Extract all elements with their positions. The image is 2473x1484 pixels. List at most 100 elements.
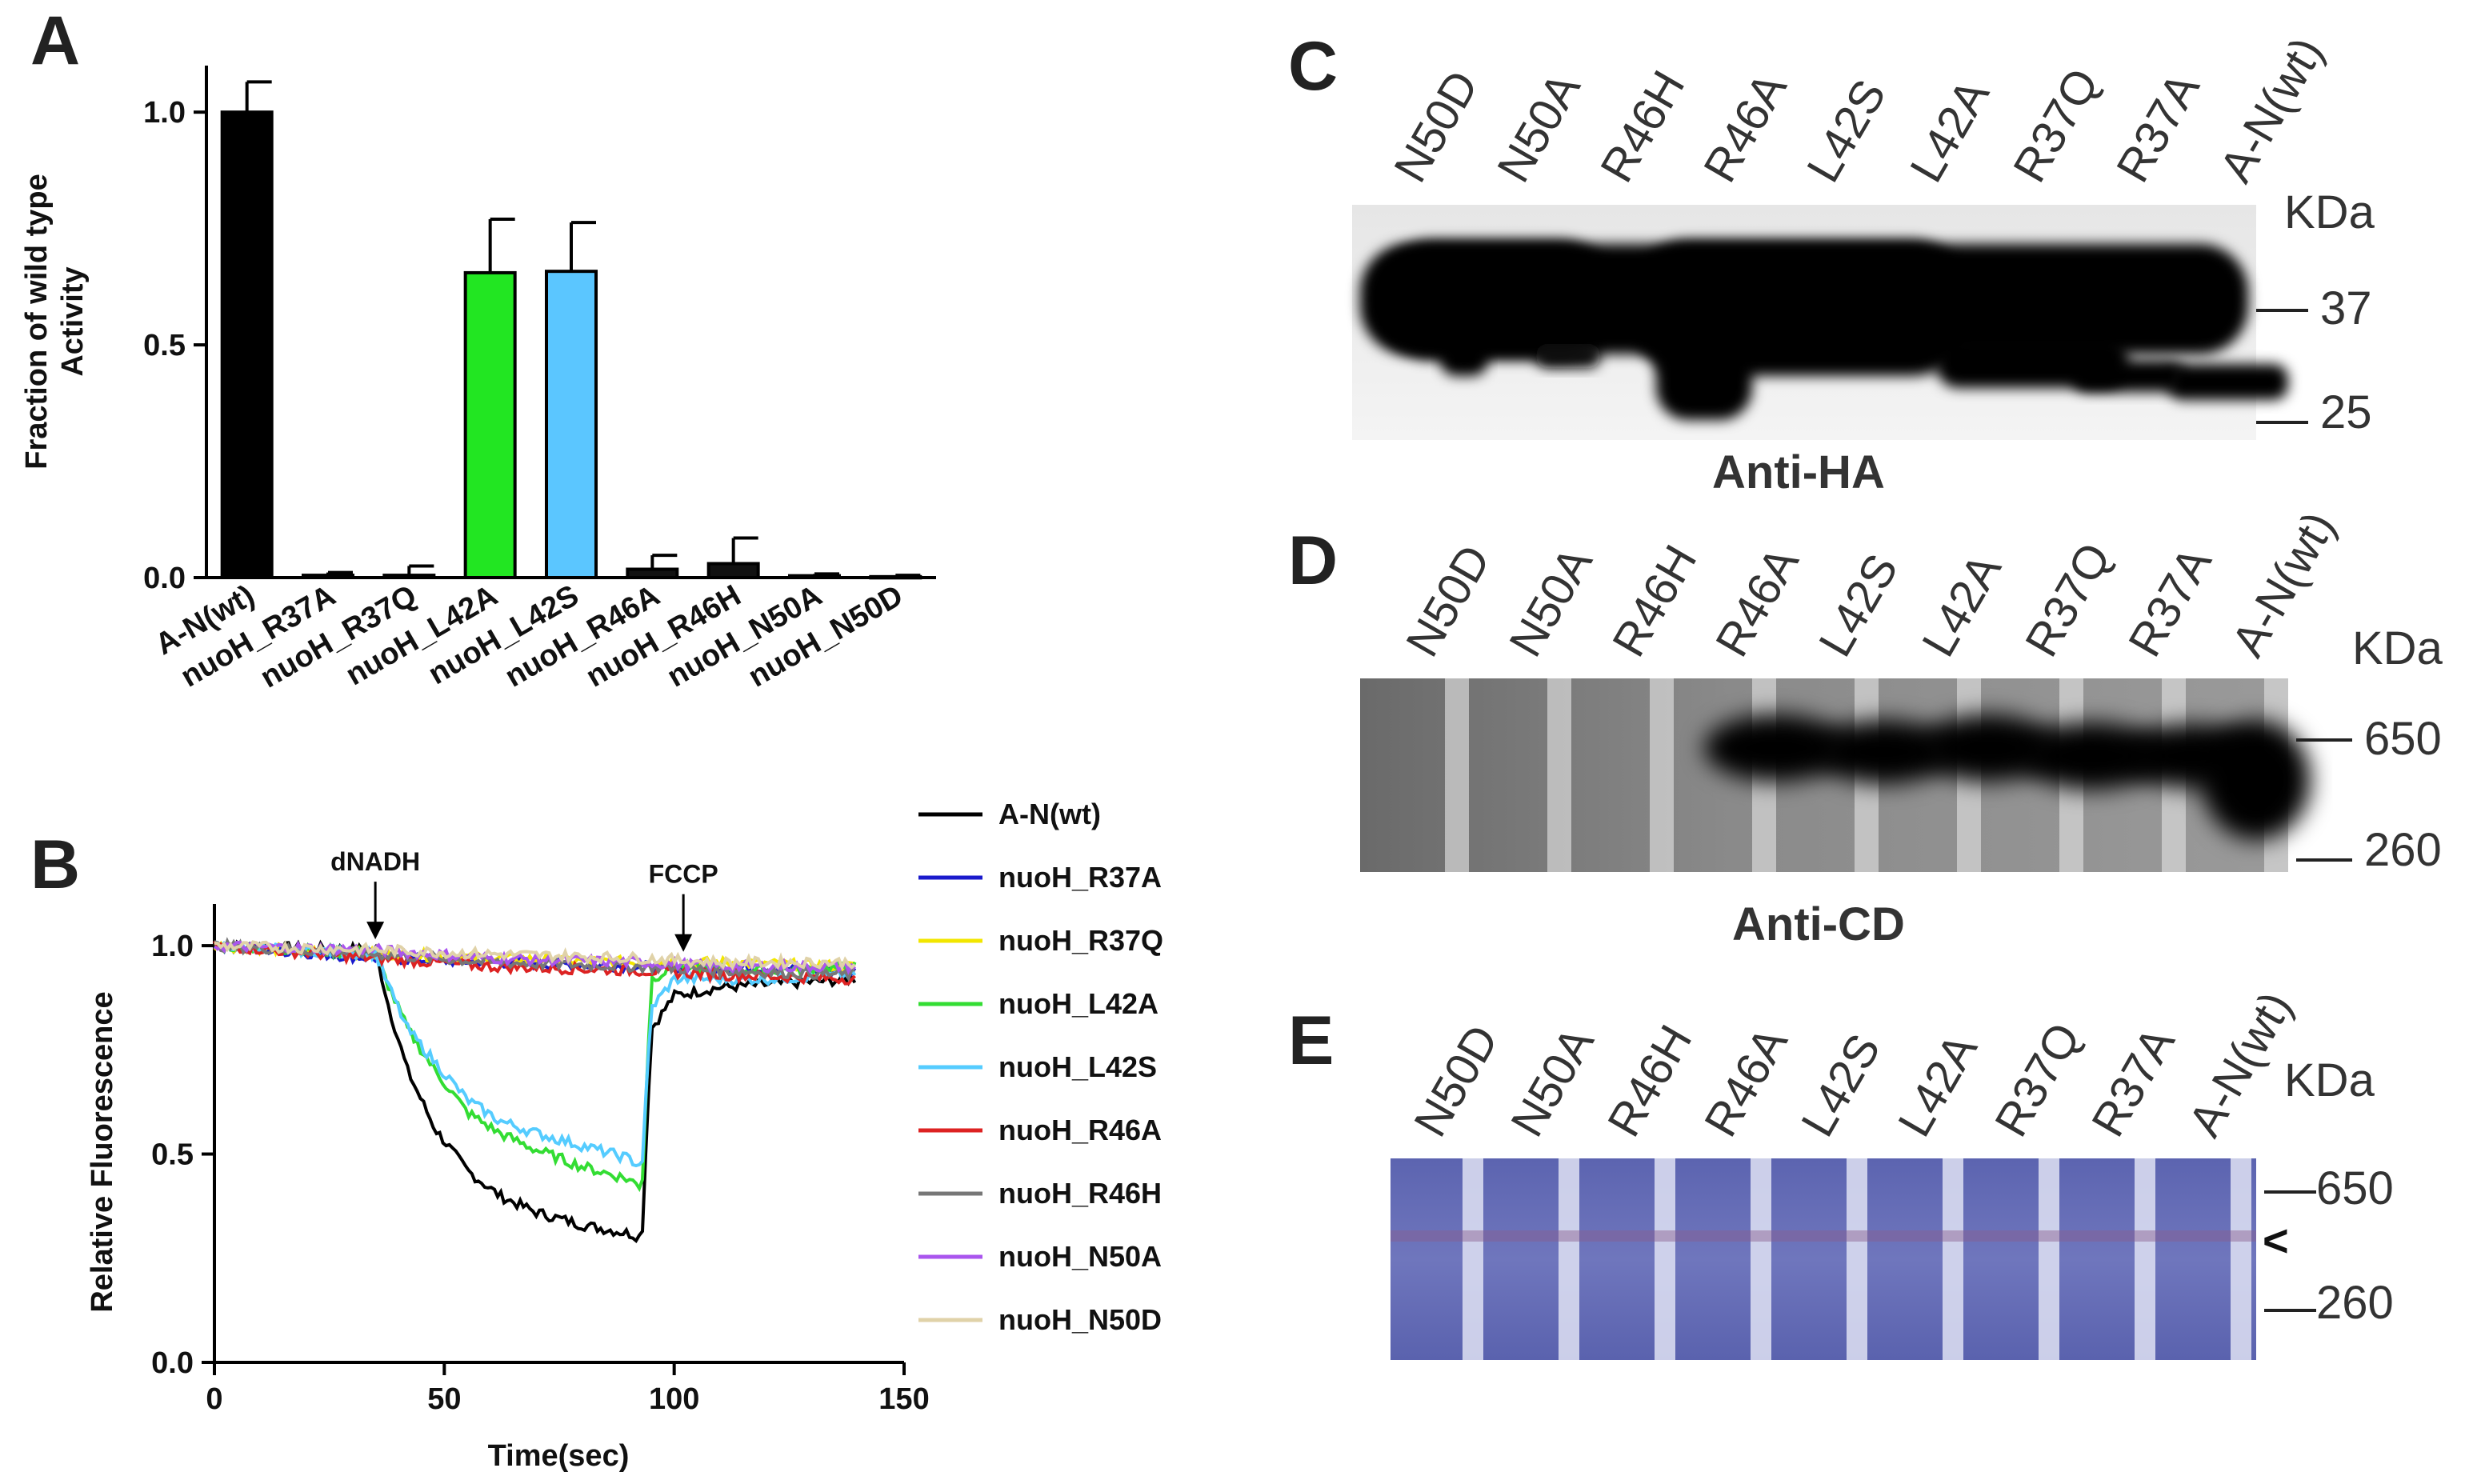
bar	[220, 110, 274, 579]
panel-letter-d: D	[1288, 522, 1338, 599]
legend-label: nuoH_R46H	[998, 1177, 1162, 1210]
legend-label: nuoH_N50A	[998, 1240, 1162, 1273]
marker-25: 25	[2320, 386, 2372, 438]
y-axis-title-line1: Fraction of wild type	[20, 174, 54, 469]
legend: A-N(wt) nuoH_R37A nuoH_R37Q nuoH_L42A nuoH_L…	[918, 798, 1163, 1336]
lane-label: L42A	[1888, 1025, 1987, 1145]
marker-37: 37	[2320, 282, 2372, 334]
annotation-label: dNADH	[330, 847, 420, 876]
marker-260: 260	[2316, 1277, 2394, 1329]
gel-e: N50DN50AR46HR46AL42SL42AR37QR37AA-N(wt) …	[1391, 983, 2394, 1360]
lane-gap	[1559, 1158, 1579, 1360]
bar	[463, 270, 517, 579]
y-axis-title: Relative Fluorescence	[86, 991, 119, 1312]
bar	[382, 574, 436, 579]
legend-label: nuoH_R37A	[998, 861, 1162, 894]
lane-gap	[1655, 1158, 1675, 1360]
legend-label: nuoH_N50D	[998, 1303, 1162, 1336]
lane-label: L42S	[1809, 546, 1908, 666]
lane-label: R46A	[1695, 1018, 1798, 1145]
blot-c-title: Anti-HA	[1712, 446, 1885, 498]
lane-label: R37A	[2119, 538, 2222, 665]
bar	[302, 574, 354, 579]
series-line	[213, 938, 857, 978]
y-tick-label: 1.0	[143, 96, 186, 130]
bar-chart-activity: 0.00.51.0 A-N(wt)nuoH_R37AnuoH_R37QnuoH_…	[20, 66, 936, 695]
legend-label: A-N(wt)	[998, 798, 1101, 830]
panel-letter-e: E	[1288, 1002, 1334, 1079]
lane-label: N50A	[1499, 538, 1603, 665]
y-tick-label: 0.0	[143, 562, 186, 595]
lane-label: L42A	[1900, 70, 1999, 190]
lane-gap	[1751, 1158, 1771, 1360]
gel-e-band	[1391, 1230, 2256, 1242]
bar	[706, 562, 760, 580]
blot-c-bands	[1360, 240, 2288, 420]
lane-gap	[1847, 1158, 1867, 1360]
lane-gap	[1547, 678, 1571, 872]
y-axis-title-line2: Activity	[56, 266, 90, 376]
lane-label: R46A	[1694, 64, 1797, 190]
lane-label: R37Q	[1985, 1014, 2091, 1146]
kda-label: KDa	[2284, 1054, 2375, 1106]
lane-label: N50D	[1404, 1017, 1508, 1146]
legend-label: nuoH_R37Q	[998, 924, 1163, 957]
legend-label: nuoH_L42S	[998, 1050, 1157, 1083]
series-line	[214, 937, 855, 982]
lane-gap	[1463, 1158, 1483, 1360]
band-arrow: <	[2263, 1215, 2289, 1266]
bar	[626, 567, 679, 580]
x-tick-label: 50	[427, 1382, 461, 1416]
lane-label: R37A	[2082, 1018, 2185, 1145]
legend-label: nuoH_R46A	[998, 1114, 1162, 1146]
lane-label: R37Q	[2015, 534, 2121, 666]
lane-label: L42S	[1797, 71, 1896, 191]
y-tick-label: 0.5	[143, 329, 186, 362]
lane-label: R46H	[1598, 1017, 1702, 1146]
x-tick-label: 150	[878, 1382, 929, 1416]
lane-label: R46A	[1706, 538, 1809, 665]
lane-label: R46H	[1603, 537, 1707, 666]
kda-label: KDa	[2352, 622, 2443, 674]
blot-d-title: Anti-CD	[1732, 898, 1905, 950]
lane-label: N50A	[1501, 1018, 1604, 1145]
lane-label: A-N(wt)	[2210, 29, 2334, 191]
bar	[788, 574, 841, 580]
line-chart-fluorescence: 0.0 0.5 1.0 0 50 100 150 dNADH FCCP Relative F…	[86, 847, 930, 1473]
panel-letter-b: B	[30, 826, 80, 903]
series-line	[214, 939, 857, 1244]
legend-label: nuoH_L42A	[998, 987, 1158, 1020]
lane-gap	[2135, 1158, 2155, 1360]
marker-650: 650	[2316, 1162, 2394, 1214]
kda-label: KDa	[2284, 186, 2375, 238]
blot-d-bands	[1704, 714, 2311, 840]
panel-letter-c: C	[1288, 28, 1338, 105]
annotation-arrowhead	[366, 922, 385, 940]
lane-gap	[2039, 1158, 2059, 1360]
lane-label: N50D	[1396, 537, 1500, 666]
lane-label: R46H	[1591, 62, 1695, 191]
y-tick-label: 1.0	[151, 930, 194, 963]
lane-label: N50D	[1384, 62, 1488, 191]
x-tick-label: 0	[206, 1382, 222, 1416]
lane-label: N50A	[1487, 64, 1591, 190]
y-tick-label: 0.5	[151, 1138, 194, 1172]
lane-label: A-N(wt)	[2222, 503, 2346, 666]
panel-letter-a: A	[30, 2, 80, 79]
lane-label: R37Q	[2003, 60, 2109, 191]
series-line	[214, 940, 857, 1168]
lane-label: L42A	[1912, 545, 2011, 665]
lane-gap	[1943, 1158, 1963, 1360]
bar	[545, 270, 598, 579]
marker-650: 650	[2364, 713, 2442, 765]
series-line	[214, 940, 856, 972]
y-tick-label: 0.0	[151, 1346, 194, 1380]
annotation-label: FCCP	[649, 860, 718, 889]
marker-260: 260	[2364, 824, 2442, 876]
lane-gap	[1650, 678, 1674, 872]
gel-e-membrane	[1391, 1158, 2256, 1360]
lane-gap	[2231, 1158, 2251, 1360]
annotation-arrowhead	[674, 934, 693, 952]
